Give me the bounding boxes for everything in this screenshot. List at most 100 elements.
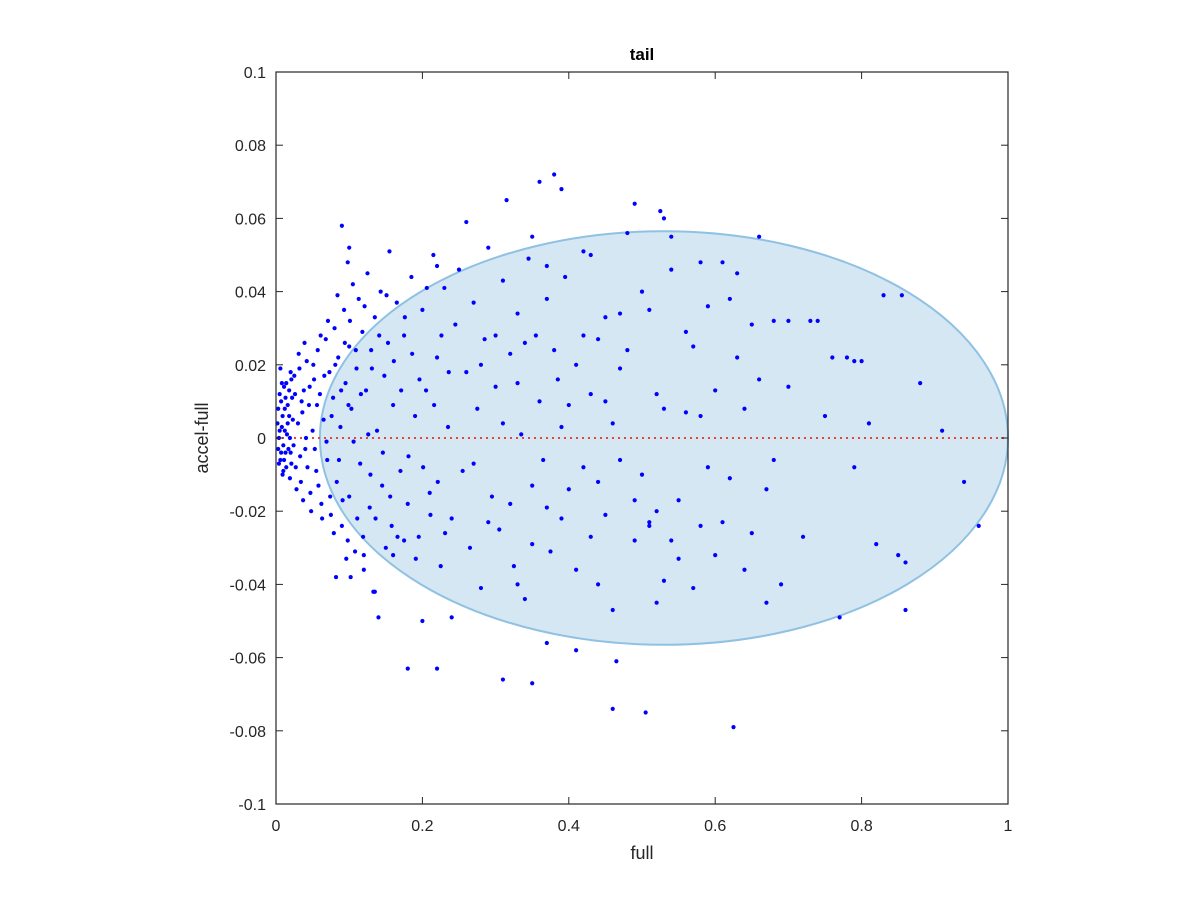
- data-point: [614, 659, 619, 664]
- data-point: [669, 234, 674, 239]
- data-point: [522, 596, 527, 602]
- data-point: [355, 516, 360, 521]
- data-point: [279, 399, 284, 404]
- data-point: [391, 359, 396, 364]
- data-point: [333, 574, 339, 580]
- data-point: [377, 333, 382, 338]
- data-point: [339, 523, 344, 528]
- data-point: [544, 296, 549, 302]
- data-point: [378, 289, 383, 294]
- data-point: [764, 600, 769, 605]
- data-point: [720, 260, 725, 265]
- data-point: [844, 355, 850, 360]
- data-point: [276, 461, 282, 466]
- data-point: [661, 578, 667, 583]
- data-point: [301, 388, 306, 393]
- data-point: [899, 293, 904, 298]
- data-point: [384, 293, 389, 298]
- y-tick-label: -0.1: [238, 797, 266, 814]
- data-point: [348, 574, 353, 580]
- data-point: [300, 498, 306, 503]
- data-point: [478, 362, 484, 367]
- data-point: [311, 362, 316, 367]
- x-tick-label: 0.2: [411, 818, 433, 835]
- data-point: [413, 556, 418, 561]
- data-point: [317, 391, 323, 397]
- data-point: [639, 289, 645, 294]
- data-point: [866, 421, 872, 426]
- data-point: [347, 344, 352, 349]
- data-point: [749, 322, 754, 327]
- data-point: [387, 249, 392, 254]
- data-point: [757, 377, 762, 382]
- data-point: [676, 556, 681, 561]
- data-point: [515, 381, 520, 386]
- data-point: [442, 531, 448, 536]
- data-point: [366, 432, 371, 437]
- data-point: [467, 545, 473, 550]
- data-point: [279, 450, 284, 455]
- data-point: [358, 391, 364, 397]
- data-point: [449, 516, 454, 521]
- data-point: [757, 234, 762, 239]
- data-point: [563, 274, 568, 280]
- data-point: [735, 355, 740, 360]
- data-point: [432, 402, 437, 408]
- x-tick-label: 0: [272, 818, 281, 835]
- data-point: [460, 468, 465, 474]
- data-point: [324, 439, 329, 444]
- data-point: [287, 388, 292, 393]
- data-point: [363, 388, 369, 393]
- data-point: [416, 534, 421, 539]
- data-point: [402, 333, 407, 338]
- data-point: [691, 344, 696, 349]
- data-point: [310, 428, 315, 433]
- data-point: [676, 498, 681, 503]
- data-point: [511, 564, 516, 569]
- data-point: [312, 446, 317, 452]
- data-point: [500, 421, 506, 426]
- data-point: [588, 534, 593, 539]
- data-point: [800, 534, 806, 539]
- data-point: [918, 381, 923, 386]
- data-point: [298, 454, 303, 459]
- data-point: [574, 362, 579, 367]
- data-point: [383, 545, 388, 550]
- data-point: [515, 582, 520, 587]
- data-point: [658, 208, 663, 214]
- data-point: [815, 318, 820, 323]
- data-point: [764, 487, 769, 492]
- data-point: [311, 377, 317, 382]
- data-point: [285, 402, 290, 408]
- data-point: [610, 607, 615, 613]
- data-point: [409, 274, 414, 280]
- data-point: [735, 271, 740, 276]
- data-point: [428, 512, 433, 517]
- data-point: [388, 494, 393, 499]
- data-point: [412, 413, 418, 419]
- data-point: [282, 406, 287, 411]
- data-point: [643, 710, 648, 715]
- data-point: [530, 681, 535, 686]
- data-point: [292, 391, 298, 397]
- data-point: [373, 516, 378, 521]
- data-point: [372, 589, 377, 594]
- data-point: [321, 417, 326, 422]
- data-point: [786, 318, 791, 323]
- y-tick-label: 0: [257, 431, 266, 448]
- data-point: [434, 263, 440, 269]
- data-point: [445, 424, 451, 430]
- data-point: [315, 348, 320, 353]
- data-point: [508, 501, 513, 506]
- data-point: [588, 252, 593, 258]
- x-axis-label: full: [630, 843, 653, 863]
- data-point: [369, 366, 374, 371]
- data-point: [595, 582, 601, 587]
- data-point: [830, 355, 835, 360]
- data-point: [391, 553, 396, 558]
- data-point: [391, 402, 396, 408]
- data-point: [961, 479, 967, 485]
- y-tick-label: 0.08: [235, 138, 266, 155]
- data-point: [325, 318, 331, 323]
